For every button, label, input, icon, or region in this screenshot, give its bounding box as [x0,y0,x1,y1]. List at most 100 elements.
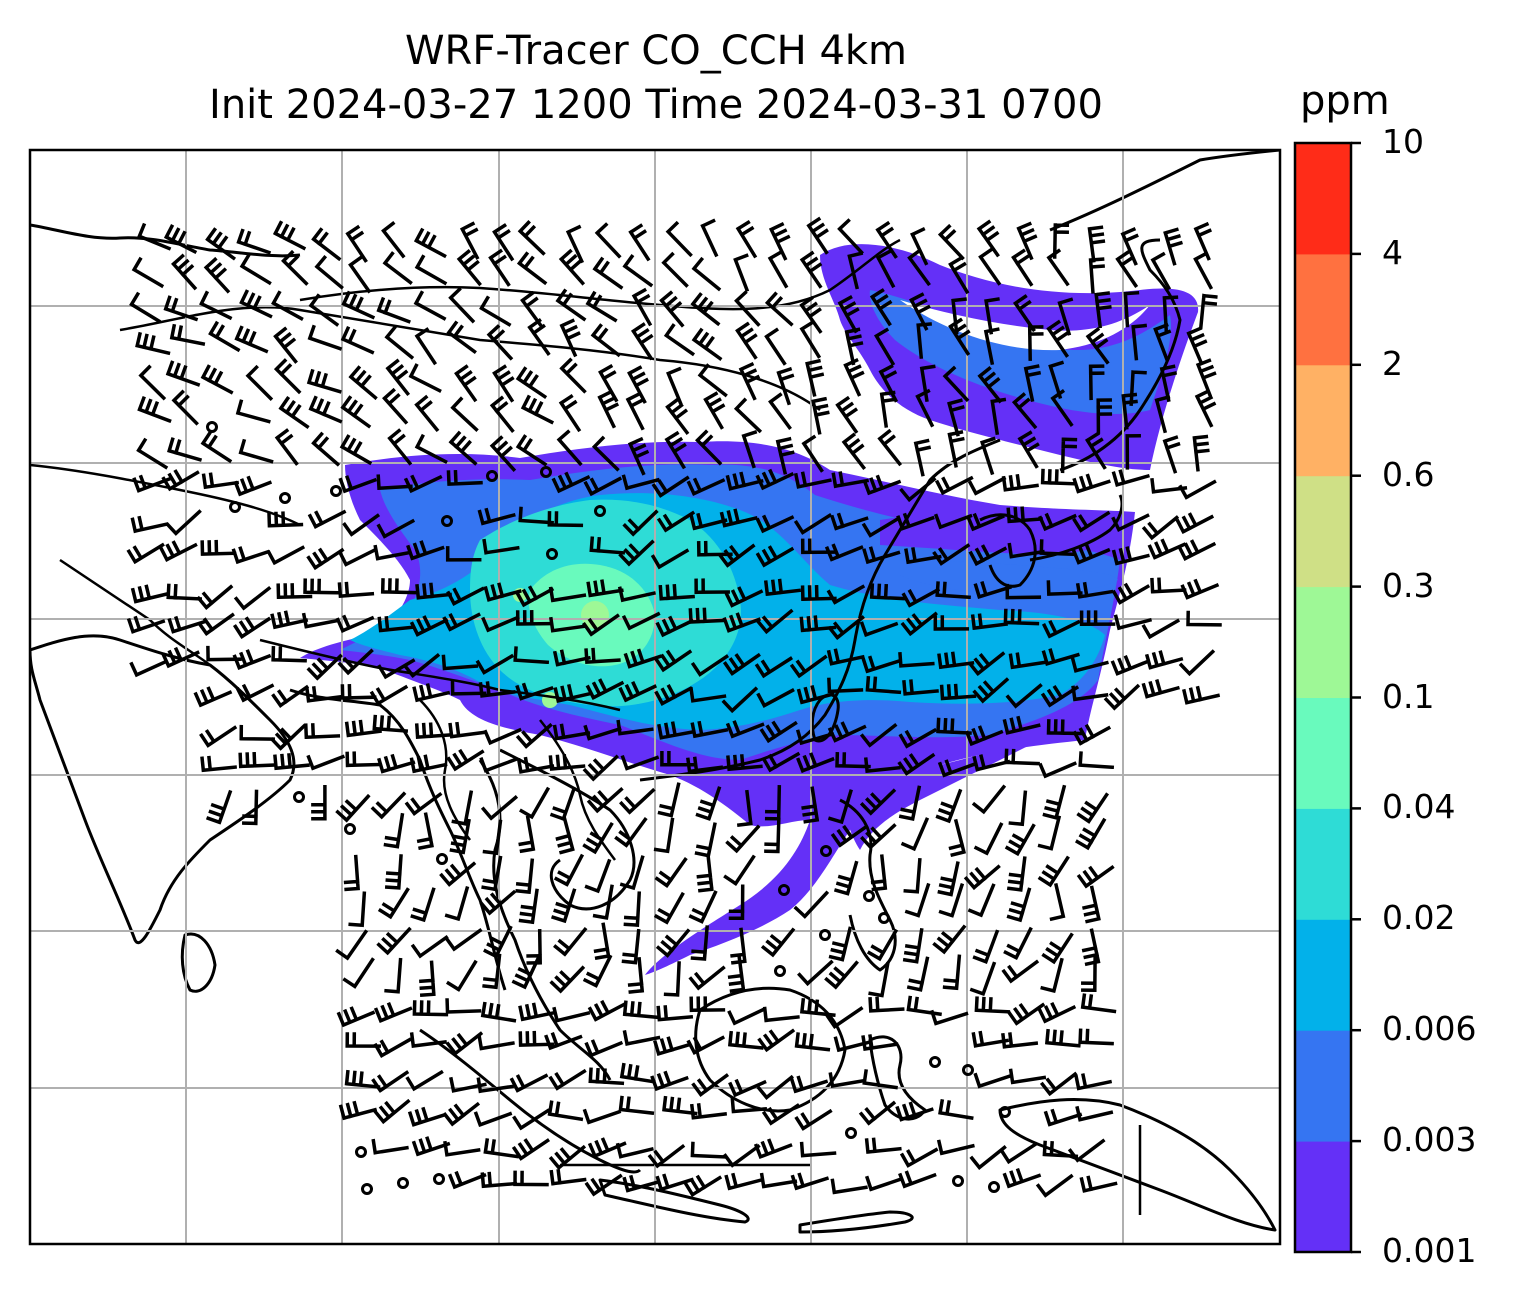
wind-barb [1067,1138,1106,1163]
wind-barb [1147,538,1187,560]
wind-barb [859,621,899,638]
wind-barb [1141,679,1180,699]
wind-barb [861,655,900,674]
wind-barb [858,1100,897,1126]
wind-barb [725,824,761,854]
wind-barb [654,857,688,889]
wind-barb [558,248,586,286]
wind-barb [276,583,313,599]
calm-wind-circles [206,421,1011,1195]
wind-barb [663,323,696,357]
wind-barb [590,323,621,358]
wind-barb [586,787,624,814]
wind-barb [413,227,447,259]
wind-barb [442,612,481,632]
wind-barb [447,1170,487,1190]
wind-barb [516,756,555,774]
wind-barb [303,578,339,595]
wind-barb [200,364,234,395]
wind-barb [865,676,902,695]
wind-barb [1037,855,1070,888]
wind-barb [726,754,763,772]
colorbar-segment [1295,475,1351,588]
wind-barb [486,324,514,361]
wind-barb [825,1006,864,1030]
wind-barb [936,717,972,735]
wind-barb [1088,364,1105,401]
colorbar-segment [1295,1030,1351,1142]
wind-barb [830,824,869,848]
wind-barb [1039,539,1076,557]
wind-barb [875,220,898,259]
wind-barb [200,755,238,773]
wind-barb [963,864,1001,891]
wind-barb [338,475,378,494]
wind-barb [235,683,275,703]
wind-barb [273,753,310,771]
wind-barb [480,795,519,821]
wind-barb [553,853,585,887]
wind-barb [1046,719,1083,736]
wind-barb [376,518,416,539]
wind-barb [167,437,203,462]
wind-barb [913,438,932,477]
wind-barb [1081,928,1101,967]
wind-barb [135,331,171,356]
wind-barb [1035,1173,1074,1198]
wind-barb [647,1143,686,1169]
wind-barb [1001,474,1039,492]
wind-barb [1005,583,1042,600]
calm-wind-circle [988,1181,1000,1193]
wind-barb [977,366,1003,404]
wind-barb [689,1103,728,1120]
wind-barb [826,648,865,666]
wind-barb [449,818,471,855]
wind-barb [869,288,893,327]
colorbar-segment [1295,253,1351,366]
wind-barb [380,578,417,595]
wind-barb [690,654,730,677]
wind-barb [688,607,725,624]
wind-barb [972,677,1010,704]
wind-barb [794,1032,831,1052]
wind-barb [932,543,971,566]
wind-barb [906,995,942,1017]
wind-barb [305,686,343,703]
wind-barb [556,429,583,467]
calm-wind-circle [355,1146,367,1158]
wind-barb [481,615,520,633]
wind-barb [1006,506,1043,524]
wind-barb [1129,370,1147,406]
wind-barb [441,654,479,671]
wind-barb [414,394,440,433]
wind-barb [1039,1071,1078,1097]
wind-barb [796,684,835,705]
wind-barb [587,999,627,1022]
wind-barb [482,819,503,856]
wind-barb [1192,434,1210,472]
wind-barb [1115,250,1139,289]
wind-barb [755,545,795,568]
wind-barb [1177,539,1217,561]
coast-china-east [639,438,1001,782]
wind-barb [830,512,869,531]
wind-barb [1123,290,1140,328]
calm-wind-circle [206,421,218,433]
plume-hotspot [581,601,609,629]
wind-barb [762,1006,800,1023]
wind-barb [622,1030,661,1046]
wind-barb [404,791,443,816]
colorbar-tick-label: 0.001 [1382,1231,1477,1270]
wind-barb [734,290,761,327]
wind-barb [1080,993,1117,1014]
wind-barb [976,219,1000,258]
wind-barb [201,472,240,490]
wind-barb [511,955,541,990]
wind-barb [473,1111,513,1128]
wind-barb [405,1069,444,1092]
wind-barb [1075,581,1114,599]
wind-barb [446,469,483,486]
wind-barb [442,1101,481,1127]
wind-barb [789,1075,829,1094]
wind-barb [799,295,823,334]
